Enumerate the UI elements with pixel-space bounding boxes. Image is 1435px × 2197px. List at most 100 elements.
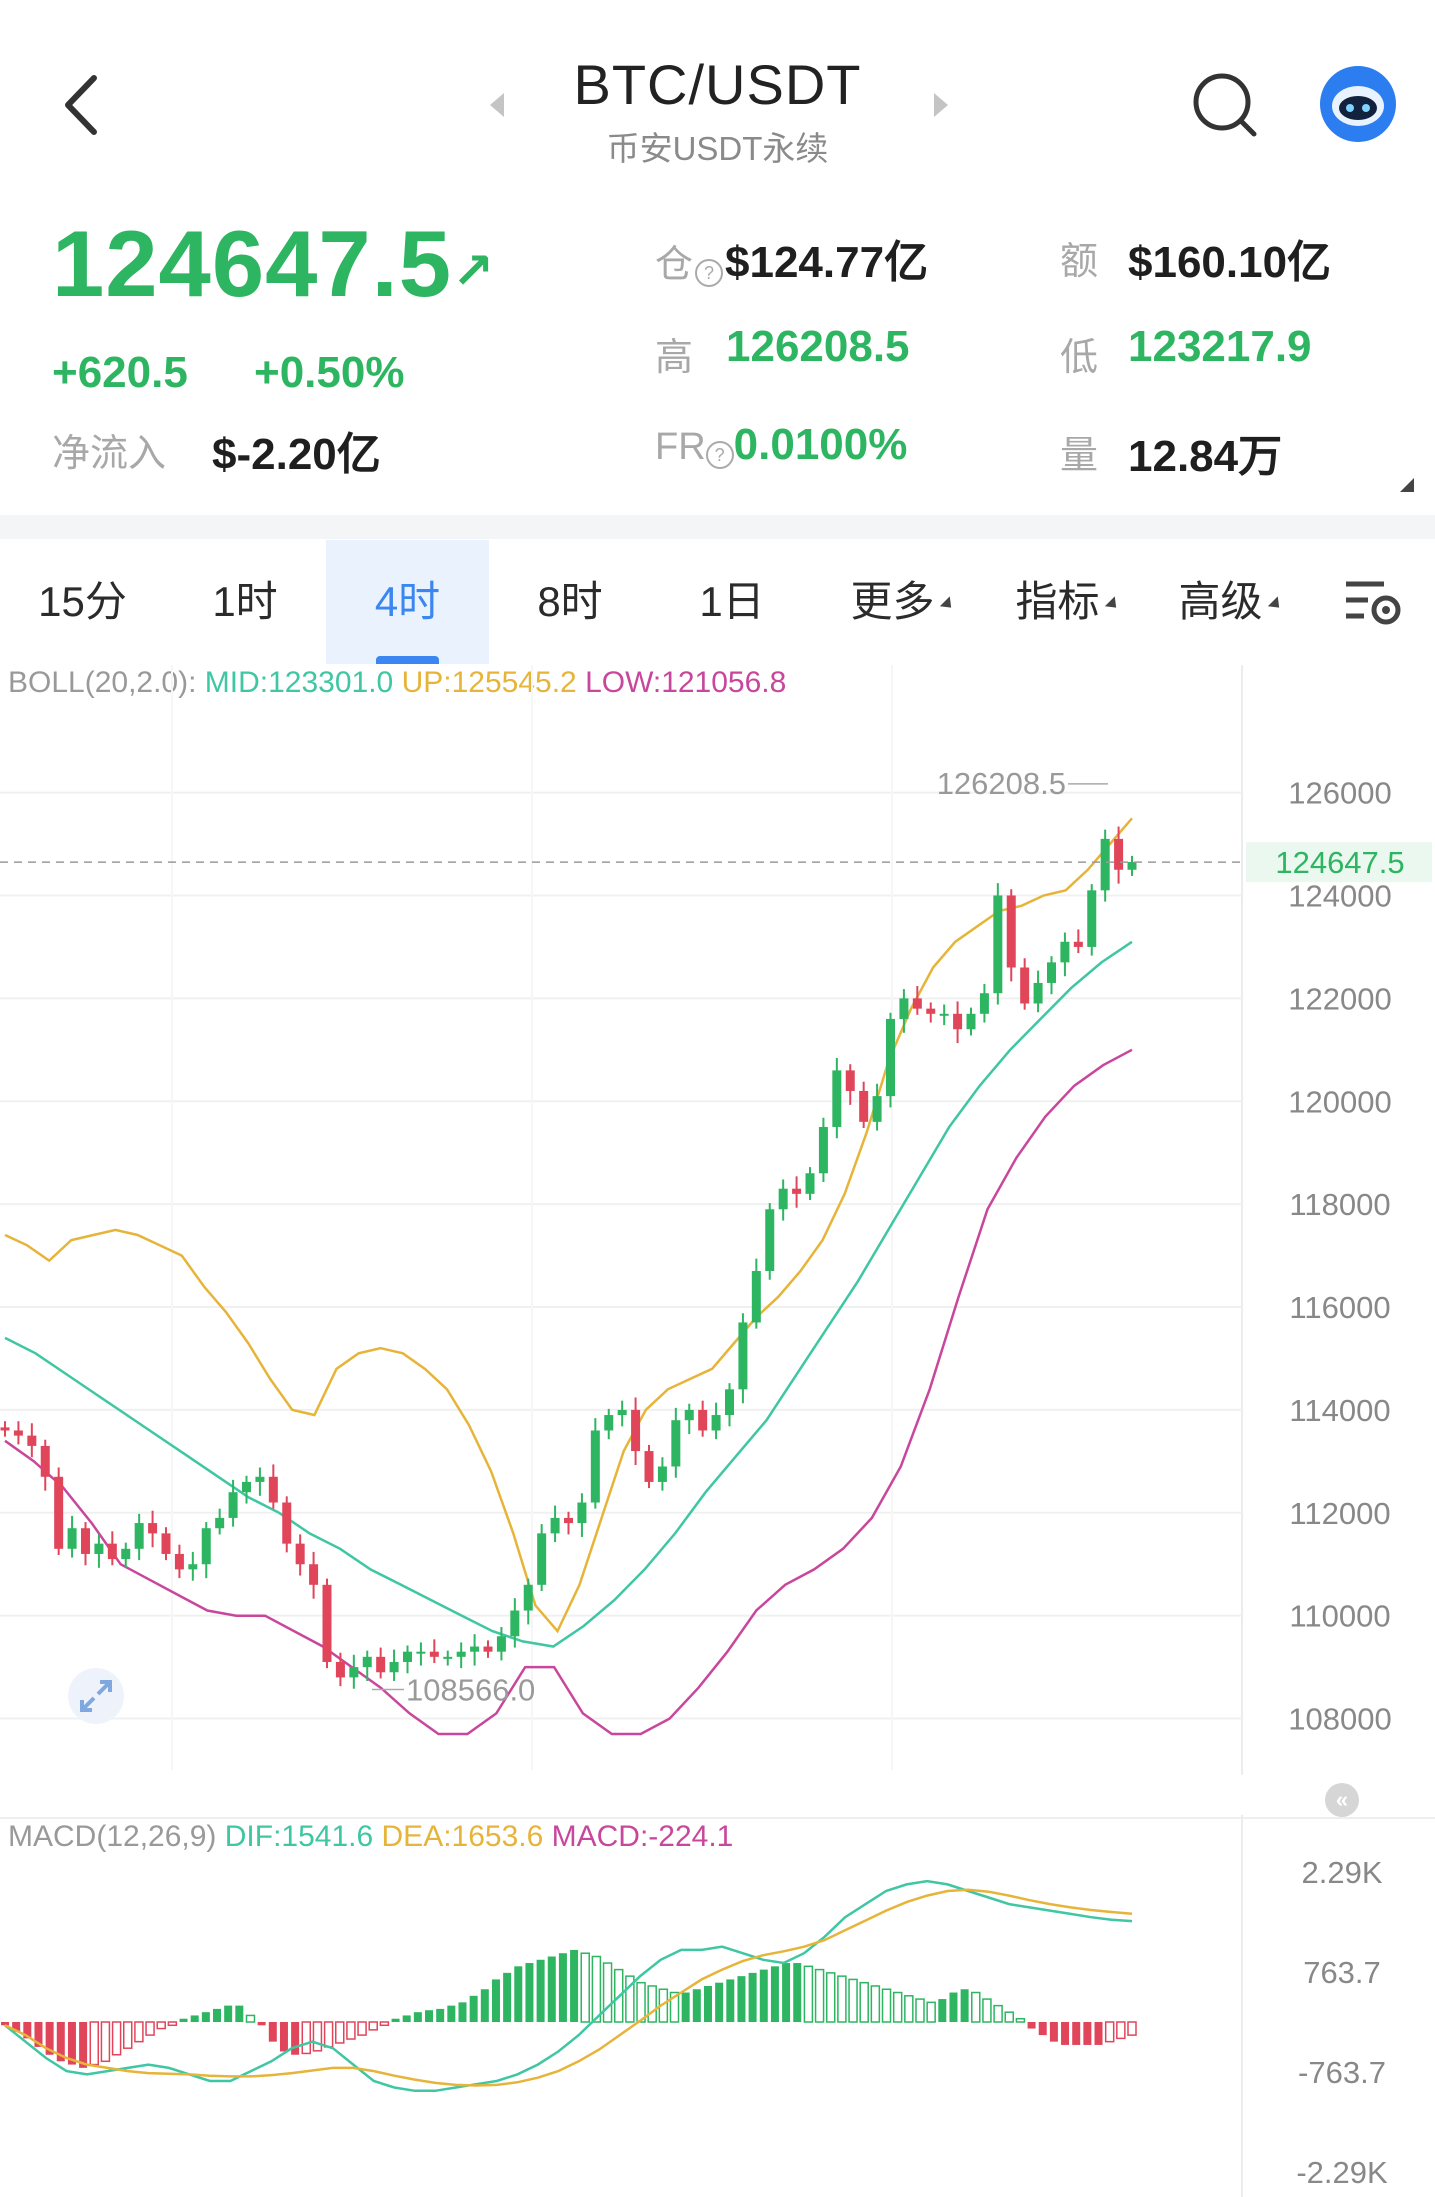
back-button[interactable]: [58, 70, 108, 140]
tab-more[interactable]: 更多: [820, 540, 985, 664]
fullscreen-button[interactable]: [68, 1668, 124, 1724]
macd-histogram-bar: [814, 1968, 825, 2023]
macd-histogram-bar: [960, 1989, 969, 2022]
candle-body: [644, 1451, 654, 1482]
macd-histogram-bar: [1027, 2022, 1036, 2029]
macd-histogram-bar: [413, 2012, 422, 2022]
tab-active-indicator: [376, 656, 439, 664]
search-button[interactable]: [1190, 70, 1260, 140]
chart-settings-button[interactable]: [1342, 576, 1404, 628]
macd-legend[interactable]: MACD(12,26,9) DIF:1541.6 DEA:1653.6 MACD…: [8, 1820, 733, 1854]
amount-value: $160.10亿: [1128, 238, 1332, 287]
candle-body: [939, 1013, 949, 1016]
macd-dea-line: [4, 1888, 1133, 2087]
avatar[interactable]: [1318, 64, 1398, 144]
macd-histogram-bar: [1061, 2022, 1070, 2045]
low-value: 123217.9: [1128, 322, 1312, 371]
caret-down-icon: [939, 596, 956, 614]
macd-histogram-bar: [1004, 2011, 1015, 2023]
candle-body: [1100, 838, 1110, 891]
candle-body: [429, 1651, 439, 1657]
tab-advanced[interactable]: 高级: [1148, 540, 1313, 664]
candlestick-chart[interactable]: 126000 124000 122000 120000 118000 116000 1140…: [0, 660, 1435, 1775]
price-tick-label: 108000: [1288, 1702, 1391, 1737]
macd-histogram-bar: [1038, 2022, 1047, 2036]
candle-body: [792, 1188, 802, 1194]
candle-body: [1127, 862, 1137, 870]
macd-histogram-bar: [312, 2021, 323, 2052]
candle-body: [604, 1415, 614, 1431]
tab-label: 1时: [212, 578, 278, 625]
boll-mid: MID:123301.0: [204, 666, 394, 699]
candle-body: [617, 1409, 627, 1416]
macd-histogram-bar: [190, 2015, 199, 2022]
candle-body: [657, 1466, 667, 1482]
volume-value: 12.84万: [1128, 432, 1283, 481]
macd-histogram-bar: [915, 1998, 925, 2023]
macd-histogram-bar: [213, 2008, 222, 2022]
macd-name: MACD(12,26,9): [8, 1820, 217, 1853]
candle-body: [54, 1476, 64, 1549]
symbol-title[interactable]: BTC/USDT: [573, 53, 862, 116]
macd-histogram-bar: [825, 1972, 836, 2023]
high-label: 高: [655, 337, 694, 379]
scroll-to-latest-button[interactable]: «: [1325, 1783, 1359, 1817]
macd-histogram-bar: [100, 2021, 111, 2063]
candle-body: [805, 1173, 815, 1194]
candle-body: [295, 1543, 305, 1565]
chart-settings-icon: [1346, 581, 1401, 625]
macd-histogram-bar: [201, 2012, 210, 2022]
netflow-value: $-2.20亿: [212, 430, 381, 479]
macd-histogram-bar: [23, 2022, 32, 2039]
next-symbol-button[interactable]: [930, 90, 952, 120]
macd-histogram-bar: [703, 1985, 712, 2022]
tab-indicators[interactable]: 指标: [985, 540, 1150, 664]
candle-body: [362, 1656, 372, 1668]
candle-body: [523, 1584, 533, 1611]
candle-body: [590, 1430, 600, 1503]
candle-body: [778, 1188, 788, 1210]
expand-corner-icon[interactable]: [1400, 478, 1414, 492]
candle-body: [1073, 941, 1083, 947]
last-price-value: 124647.5: [52, 211, 453, 316]
macd-histogram-bar: [926, 2001, 936, 2023]
max-price-label: 126208.5: [937, 766, 1066, 801]
candle-body: [1114, 838, 1124, 870]
trend-up-arrow-icon: ↗: [452, 243, 495, 300]
macd-histogram-bar: [647, 1985, 657, 2023]
last-price: 124647.5↗: [52, 210, 495, 318]
price-change: +620.5: [52, 348, 188, 397]
candle-body: [1060, 941, 1070, 963]
candle-body: [912, 998, 922, 1009]
boll-legend[interactable]: BOLL(20,2.0): MID:123301.0 UP:125545.2 L…: [8, 666, 786, 700]
candle-body: [174, 1553, 184, 1570]
tab-1h[interactable]: 1时: [165, 540, 325, 664]
macd-histogram-bar: [681, 1992, 690, 2022]
candle-body: [711, 1415, 721, 1431]
open-interest: 仓? $124.77亿: [655, 226, 928, 290]
macd-histogram-bar: [458, 2002, 467, 2022]
candle-body: [1087, 890, 1097, 947]
fr-info-icon[interactable]: ?: [705, 440, 734, 469]
macd-chart[interactable]: 2.29K 763.7 -763.7 -2.29K: [0, 1815, 1435, 2197]
tab-4h[interactable]: 4时: [326, 540, 489, 664]
tab-15m[interactable]: 15分: [0, 540, 165, 664]
tab-1d[interactable]: 1日: [652, 540, 812, 664]
macd-histogram-bar: [402, 2015, 411, 2022]
candle-body: [335, 1661, 345, 1678]
candle-body: [443, 1656, 453, 1659]
candle-body: [282, 1502, 292, 1544]
tab-8h[interactable]: 8时: [490, 540, 650, 664]
info-icon[interactable]: ?: [695, 258, 724, 287]
candle-body: [349, 1667, 359, 1678]
macd-histogram-bar: [469, 1995, 478, 2022]
macd-histogram-bar: [536, 1959, 545, 2022]
candle-body: [121, 1548, 131, 1560]
macd-histogram-bar: [613, 1968, 624, 2023]
prev-symbol-button[interactable]: [486, 90, 508, 120]
candle-body: [40, 1445, 50, 1477]
tab-label: 1日: [699, 578, 765, 625]
candle-body: [979, 993, 989, 1014]
price-tick-label: 120000: [1288, 1084, 1391, 1119]
macd-histogram-bar: [602, 1962, 613, 2023]
